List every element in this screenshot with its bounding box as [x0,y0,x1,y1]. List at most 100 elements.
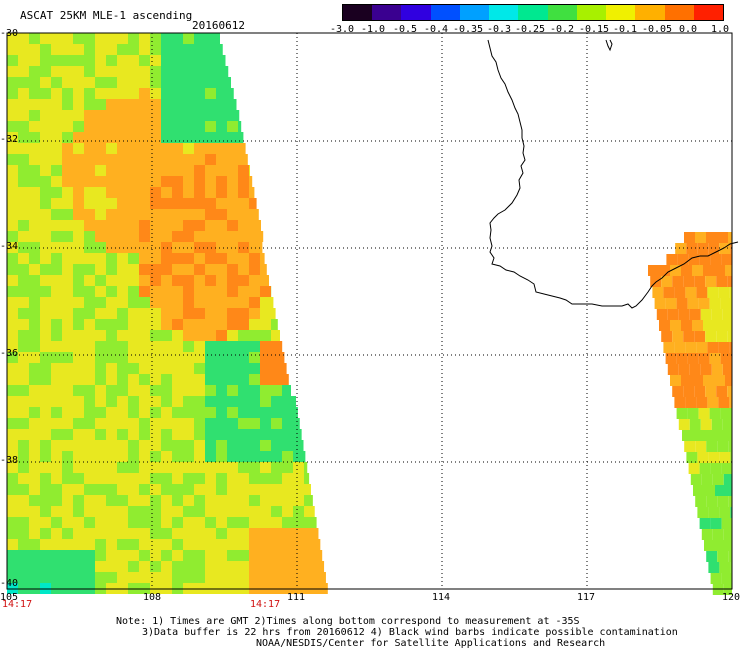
data-cell [18,473,29,484]
data-cell [194,143,205,154]
data-cell [40,77,51,88]
data-cell [40,99,51,110]
data-cell [62,143,73,154]
data-cell [205,440,216,451]
data-cell [249,440,260,451]
data-cell [150,33,161,44]
data-cell [172,253,183,264]
data-cell [172,451,183,462]
data-cell [161,77,172,88]
data-cell [227,297,238,308]
data-cell [260,462,271,473]
data-cell [117,495,128,506]
data-cell [73,77,84,88]
data-cell [205,550,216,561]
data-cell [205,264,216,275]
data-cell [73,264,84,275]
data-cell [95,561,106,572]
data-cell [106,363,117,374]
data-cell [73,176,84,187]
data-cell [260,341,271,352]
data-cell [51,286,62,297]
data-cell [128,330,139,341]
data-cell [95,77,106,88]
data-cell [117,77,128,88]
data-cell [708,562,719,573]
data-cell [238,220,249,231]
data-cell [117,385,128,396]
data-cell [106,297,117,308]
data-cell [106,484,117,495]
data-cell [18,330,29,341]
data-cell [7,220,18,231]
data-cell [728,496,732,507]
data-cell [161,561,172,572]
data-cell [51,440,62,451]
data-cell [194,264,205,275]
data-cell [95,308,106,319]
data-cell [205,506,216,517]
data-cell [194,484,205,495]
data-cell [238,374,249,385]
data-cell [128,121,139,132]
data-cell [216,440,227,451]
data-cell [106,572,117,583]
data-cell [672,276,683,287]
data-cell [161,264,172,275]
data-cell [51,44,62,55]
data-cell [703,375,714,386]
data-cell [249,528,260,539]
data-cell [7,44,18,55]
data-cell [194,539,205,550]
data-cell [183,462,194,473]
data-cell [161,308,172,319]
data-cell [249,264,260,275]
data-cell [139,297,150,308]
data-cell [18,528,29,539]
data-cell [29,473,40,484]
data-cell [172,143,183,154]
data-cell [29,253,40,264]
data-cell [238,528,249,539]
data-cell [95,176,106,187]
data-cell [40,385,51,396]
data-cell [29,429,40,440]
data-cell [29,451,40,462]
data-cell [315,528,318,539]
data-cell [18,154,29,165]
data-cell [29,484,40,495]
data-cell [282,429,293,440]
data-cell [694,331,705,342]
data-cell [73,352,84,363]
data-cell [172,121,183,132]
data-cell [183,374,194,385]
data-cell [95,33,106,44]
data-cell [260,231,263,242]
data-cell [161,242,172,253]
longitude-label: 114 [432,592,450,603]
data-cell [216,407,227,418]
data-cell [117,539,128,550]
data-cell [271,330,280,341]
data-cell [183,473,194,484]
data-cell [194,198,205,209]
data-cell [150,66,161,77]
data-cell [183,44,194,55]
data-cell [7,429,18,440]
data-cell [29,66,40,77]
data-cell [205,110,216,121]
data-cell [73,440,84,451]
data-cell [51,66,62,77]
data-cell [216,264,227,275]
data-cell [183,242,194,253]
data-cell [7,121,18,132]
data-cell [18,429,29,440]
data-cell [161,539,172,550]
data-cell [84,88,95,99]
data-cell [685,287,696,298]
data-cell [150,550,161,561]
data-cell [315,539,320,550]
data-cell [73,451,84,462]
data-cell [128,550,139,561]
data-cell [95,451,106,462]
